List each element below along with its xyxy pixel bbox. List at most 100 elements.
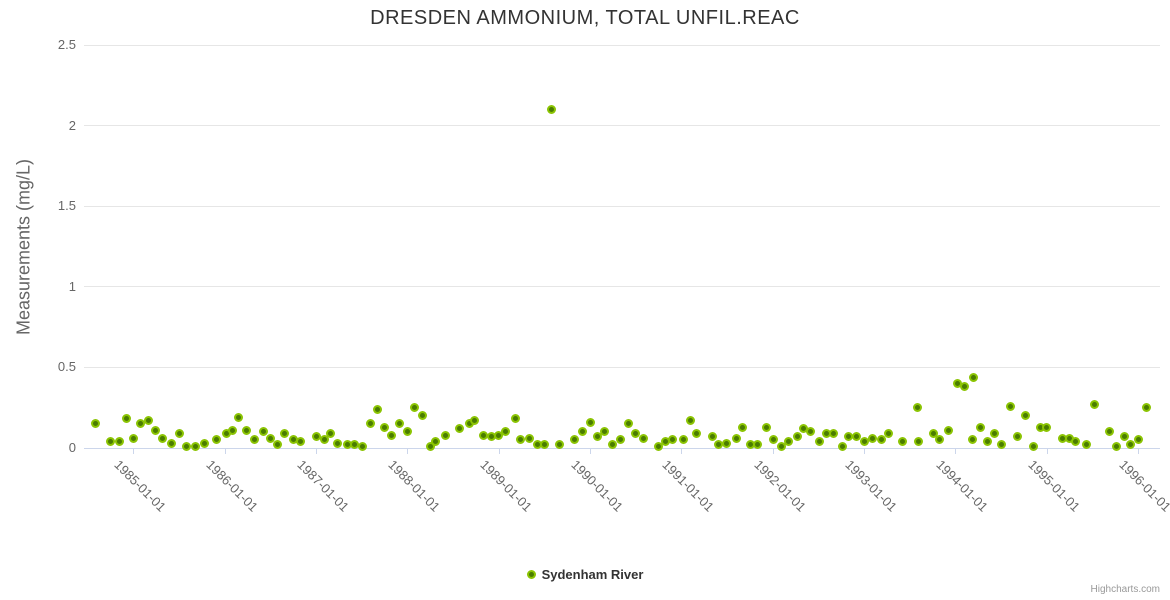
data-point[interactable] — [394, 419, 404, 429]
data-point[interactable] — [150, 425, 160, 435]
data-point[interactable] — [585, 417, 595, 427]
data-point[interactable] — [792, 432, 802, 442]
data-point[interactable] — [777, 441, 787, 451]
data-point[interactable] — [654, 441, 664, 451]
data-point[interactable] — [1126, 440, 1136, 450]
data-point[interactable] — [1141, 403, 1151, 413]
data-point[interactable] — [425, 441, 435, 451]
data-point[interactable] — [175, 428, 185, 438]
data-point[interactable] — [738, 422, 748, 432]
data-point[interactable] — [678, 435, 688, 445]
data-point[interactable] — [707, 432, 717, 442]
data-point[interactable] — [228, 425, 238, 435]
data-point[interactable] — [876, 435, 886, 445]
data-point[interactable] — [769, 435, 779, 445]
data-point[interactable] — [1089, 399, 1099, 409]
data-point[interactable] — [211, 435, 221, 445]
legend-item-sydenham-river[interactable]: Sydenham River — [0, 567, 1170, 582]
data-point[interactable] — [181, 441, 191, 451]
data-point[interactable] — [928, 428, 938, 438]
data-point[interactable] — [280, 428, 290, 438]
data-point[interactable] — [829, 428, 839, 438]
data-point[interactable] — [431, 437, 441, 447]
data-point[interactable] — [805, 427, 815, 437]
data-point[interactable] — [721, 438, 731, 448]
data-point[interactable] — [783, 437, 793, 447]
data-point[interactable] — [547, 104, 557, 114]
data-point[interactable] — [1021, 411, 1031, 421]
data-point[interactable] — [914, 437, 924, 447]
data-point[interactable] — [570, 435, 579, 445]
data-point[interactable] — [761, 422, 771, 432]
data-point[interactable] — [121, 414, 131, 424]
data-point[interactable] — [913, 403, 923, 413]
data-point[interactable] — [167, 438, 177, 448]
data-point[interactable] — [441, 430, 451, 440]
data-point[interactable] — [935, 435, 945, 445]
data-point[interactable] — [402, 427, 412, 437]
data-point[interactable] — [1134, 435, 1144, 445]
data-point[interactable] — [265, 433, 275, 443]
data-point[interactable] — [1119, 432, 1129, 442]
data-point[interactable] — [692, 428, 702, 438]
data-point[interactable] — [510, 414, 520, 424]
data-point[interactable] — [258, 427, 268, 437]
data-point[interactable] — [1105, 427, 1115, 437]
data-point[interactable] — [844, 432, 854, 442]
data-point[interactable] — [105, 437, 115, 447]
data-point[interactable] — [1005, 401, 1015, 411]
data-point[interactable] — [233, 412, 243, 422]
data-point[interactable] — [190, 441, 200, 451]
data-point[interactable] — [1013, 432, 1022, 442]
data-point[interactable] — [592, 432, 602, 442]
data-point[interactable] — [525, 433, 535, 443]
data-point[interactable] — [128, 433, 138, 443]
data-point[interactable] — [273, 440, 283, 450]
data-point[interactable] — [380, 422, 389, 432]
data-point[interactable] — [1029, 441, 1039, 451]
data-point[interactable] — [387, 430, 397, 440]
data-point[interactable] — [349, 440, 359, 450]
data-point[interactable] — [615, 435, 625, 445]
data-point[interactable] — [600, 427, 610, 437]
data-point[interactable] — [366, 419, 376, 429]
data-point[interactable] — [631, 428, 641, 438]
data-point[interactable] — [91, 419, 101, 429]
data-point[interactable] — [418, 411, 428, 421]
data-point[interactable] — [852, 432, 862, 442]
data-point[interactable] — [250, 435, 260, 445]
data-point[interactable] — [578, 427, 588, 437]
data-point[interactable] — [1111, 441, 1121, 451]
data-point[interactable] — [1070, 437, 1080, 447]
data-point[interactable] — [555, 440, 565, 450]
data-point[interactable] — [608, 440, 618, 450]
data-point[interactable] — [200, 438, 210, 448]
data-point[interactable] — [686, 416, 695, 426]
data-point[interactable] — [144, 416, 154, 426]
data-point[interactable] — [470, 416, 480, 426]
data-point[interactable] — [501, 427, 511, 437]
data-point[interactable] — [623, 419, 633, 429]
data-point[interactable] — [997, 440, 1007, 450]
data-point[interactable] — [969, 372, 979, 382]
data-point[interactable] — [115, 437, 125, 447]
data-point[interactable] — [867, 433, 877, 443]
data-point[interactable] — [975, 422, 985, 432]
data-point[interactable] — [242, 425, 252, 435]
data-point[interactable] — [884, 428, 894, 438]
data-point[interactable] — [332, 438, 342, 448]
data-point[interactable] — [319, 435, 329, 445]
data-point[interactable] — [990, 428, 1000, 438]
data-point[interactable] — [311, 432, 321, 442]
data-point[interactable] — [1081, 440, 1091, 450]
highcharts-credits-link[interactable]: Highcharts.com — [1090, 584, 1160, 595]
data-point[interactable] — [982, 437, 992, 447]
data-point[interactable] — [478, 430, 488, 440]
data-point[interactable] — [358, 441, 368, 451]
data-point[interactable] — [1042, 422, 1052, 432]
data-point[interactable] — [960, 382, 970, 392]
data-point[interactable] — [639, 433, 649, 443]
data-point[interactable] — [814, 437, 824, 447]
data-point[interactable] — [968, 435, 978, 445]
data-point[interactable] — [731, 433, 741, 443]
